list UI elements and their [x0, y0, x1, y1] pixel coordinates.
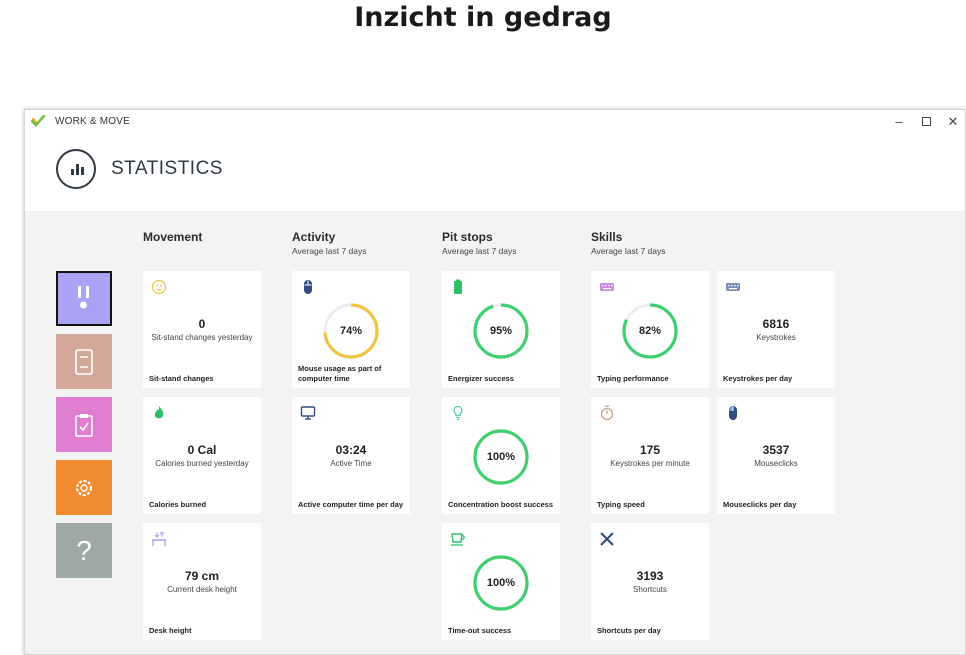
nav-settings[interactable] — [56, 460, 112, 515]
standing-icon — [78, 285, 89, 308]
bar-chart-icon — [56, 149, 96, 189]
close-button[interactable]: ✕ — [947, 114, 959, 129]
card-label: Concentration boost success — [448, 500, 554, 509]
app-window: WORK & MOVE – ✕ STATISTICS — [24, 109, 966, 655]
header: STATISTICS — [25, 134, 965, 212]
card-active-computer-time[interactable]: 03:24 Active Time Active computer time p… — [292, 397, 410, 514]
card-label: Keystrokes per day — [723, 374, 793, 383]
value-caption: Mouseclicks — [754, 459, 798, 468]
nav-tasks[interactable] — [56, 397, 112, 452]
nav-movement[interactable] — [56, 271, 112, 326]
card-label: Desk height — [149, 626, 192, 635]
question-icon: ? — [76, 534, 92, 566]
gear-icon — [75, 479, 93, 496]
card-label: Active computer time per day — [298, 500, 404, 509]
lightbulb-icon — [453, 405, 463, 421]
card-label: Mouseclicks per day — [723, 500, 797, 509]
card-label: Typing speed — [597, 500, 645, 509]
battery-icon — [454, 279, 462, 294]
ring-percent: 74% — [339, 325, 363, 337]
desk-height-icon — [152, 531, 166, 546]
maximize-icon — [921, 117, 931, 127]
coffee-cup-icon — [451, 533, 465, 546]
card-shortcuts[interactable]: 3193 Shortcuts Shortcuts per day — [591, 523, 709, 640]
card-label: Energizer success — [448, 374, 514, 383]
clipboard-check-icon — [75, 413, 93, 437]
card-label: Time-out success — [448, 626, 512, 635]
value-caption: Keystrokes per minute — [610, 459, 690, 468]
card-label: Calories burned — [149, 500, 207, 509]
column-skills: Skills Average last 7 days — [591, 230, 666, 256]
mouse-icon — [729, 406, 737, 420]
card-energizer-success[interactable]: 95% Energizer success — [442, 271, 560, 388]
value-caption: Sit-stand changes yesterday — [151, 333, 253, 342]
value-caption: Current desk height — [167, 585, 237, 594]
card-sit-stand-changes[interactable]: 0 Sit-stand changes yesterday Sit-stand … — [143, 271, 261, 388]
progress-ring — [473, 555, 529, 611]
app-logo-icon — [31, 115, 45, 127]
card-calories-burned[interactable]: 0 Cal Calories burned yesterday Calories… — [143, 397, 261, 514]
progress-ring — [323, 303, 379, 359]
card-desk-height[interactable]: 79 cm Current desk height Desk height — [143, 523, 261, 640]
ring-percent: 100% — [486, 577, 516, 589]
progress-ring — [622, 303, 678, 359]
mouse-icon — [304, 280, 312, 294]
card-label: Sit-stand changes — [149, 374, 214, 383]
value: 0 — [198, 317, 206, 331]
value: 79 cm — [184, 569, 220, 583]
page-title: Inzicht in gedrag — [354, 2, 612, 33]
ring-percent: 82% — [638, 325, 662, 337]
keyboard-icon — [600, 283, 614, 291]
value-caption: Calories burned yesterday — [155, 459, 249, 468]
value-caption: Active Time — [330, 459, 372, 468]
card-time-out-success[interactable]: 100% Time-out success — [442, 523, 560, 640]
column-pit-stops: Pit stops Average last 7 days — [442, 230, 517, 256]
statistics-content: ? Movement Activity Average last 7 days … — [25, 211, 965, 654]
keyboard-icon — [726, 283, 740, 291]
tools-icon — [600, 532, 614, 546]
value-caption: Shortcuts — [633, 585, 667, 594]
card-concentration-boost[interactable]: 100% Concentration boost success — [442, 397, 560, 514]
card-typing-performance[interactable]: 82% Typing performance — [591, 271, 709, 388]
card-mouse-usage[interactable]: 74% Mouse usage as part of computer time — [292, 271, 410, 388]
smiley-icon — [151, 279, 167, 295]
title-bar: WORK & MOVE – ✕ — [25, 110, 965, 134]
ring-percent: 100% — [486, 451, 516, 463]
card-label: Shortcuts per day — [597, 626, 661, 635]
value: 175 — [639, 443, 661, 457]
column-activity: Activity Average last 7 days — [292, 230, 367, 256]
document-icon — [75, 348, 93, 375]
value: 3193 — [636, 569, 664, 583]
maximize-button[interactable] — [914, 113, 938, 131]
column-movement: Movement — [143, 230, 203, 244]
nav-pit-stops[interactable] — [56, 334, 112, 389]
progress-ring — [473, 303, 529, 359]
card-label: Typing performance — [597, 374, 669, 383]
value-caption: Keystrokes — [756, 333, 796, 342]
value: 6816 — [762, 317, 790, 331]
card-label: Mouse usage as part of computer time — [298, 364, 382, 383]
card-keystrokes-per-day[interactable]: 6816 Keystrokes Keystrokes per day — [717, 271, 835, 388]
app-title: WORK & MOVE — [55, 116, 130, 127]
header-title: STATISTICS — [111, 158, 223, 179]
flame-icon — [154, 406, 164, 419]
progress-ring — [473, 429, 529, 485]
monitor-icon — [300, 406, 316, 420]
value: 03:24 — [335, 443, 367, 457]
nav-help[interactable]: ? — [56, 523, 112, 578]
card-mouseclicks-per-day[interactable]: 3537 Mouseclicks Mouseclicks per day — [717, 397, 835, 514]
value: 0 Cal — [187, 443, 217, 457]
card-typing-speed[interactable]: 175 Keystrokes per minute Typing speed — [591, 397, 709, 514]
stopwatch-icon — [600, 405, 614, 421]
value: 3537 — [762, 443, 790, 457]
ring-percent: 95% — [489, 325, 513, 337]
minimize-button[interactable]: – — [895, 114, 903, 129]
